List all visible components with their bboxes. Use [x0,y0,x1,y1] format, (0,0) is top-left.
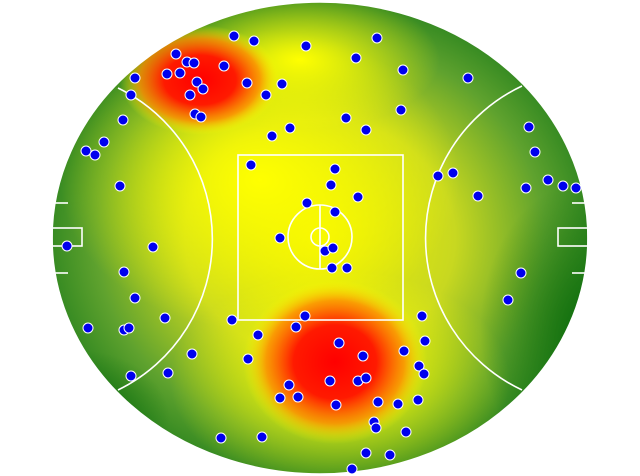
point [114,180,126,192]
point [186,348,198,360]
point [245,159,257,171]
point [161,68,173,80]
point [371,32,383,44]
point [326,262,338,274]
point [274,232,286,244]
point [197,83,209,95]
point [299,310,311,322]
point [412,394,424,406]
point [370,422,382,434]
point [346,463,358,475]
point [400,426,412,438]
point [329,163,341,175]
point [324,375,336,387]
point [523,121,535,133]
point [162,367,174,379]
point [256,431,268,443]
point [284,122,296,134]
point [360,447,372,459]
point [117,114,129,126]
point [416,310,428,322]
point [300,40,312,52]
point [129,292,141,304]
field-lines [51,1,589,475]
point [283,379,295,391]
point [515,267,527,279]
point [276,78,288,90]
point [98,136,110,148]
point [557,180,569,192]
point [248,35,260,47]
point [542,174,554,186]
point [357,350,369,362]
point [159,312,171,324]
point [325,179,337,191]
point [520,182,532,194]
point [260,89,272,101]
point [397,64,409,76]
point [333,337,345,349]
point [392,398,404,410]
point [352,191,364,203]
point [502,294,514,306]
point [384,449,396,461]
point [350,52,362,64]
point [418,368,430,380]
point [266,130,278,142]
point [252,329,264,341]
point [80,145,92,157]
point [125,89,137,101]
point [413,360,425,372]
point [330,399,342,411]
point [242,353,254,365]
point [472,190,484,202]
point [341,262,353,274]
point [125,370,137,382]
point [195,111,207,123]
point [329,206,341,218]
point [184,89,196,101]
point [340,112,352,124]
point [118,266,130,278]
point [188,57,200,69]
point [129,72,141,84]
point [360,124,372,136]
point [228,30,240,42]
point [432,170,444,182]
point [191,76,203,88]
point [398,345,410,357]
point [529,146,541,158]
point [327,242,339,254]
point [218,60,230,72]
point [170,48,182,60]
point [274,392,286,404]
point [123,322,135,334]
point [395,104,407,116]
point [215,432,227,444]
point [174,67,186,79]
point [147,241,159,253]
point [226,314,238,326]
point [462,72,474,84]
point [301,197,313,209]
point [82,322,94,334]
point [419,335,431,347]
point [89,149,101,161]
point [290,321,302,333]
point [292,391,304,403]
point [447,167,459,179]
point [360,372,372,384]
point [570,182,582,194]
point [61,240,73,252]
point [241,77,253,89]
point [372,396,384,408]
